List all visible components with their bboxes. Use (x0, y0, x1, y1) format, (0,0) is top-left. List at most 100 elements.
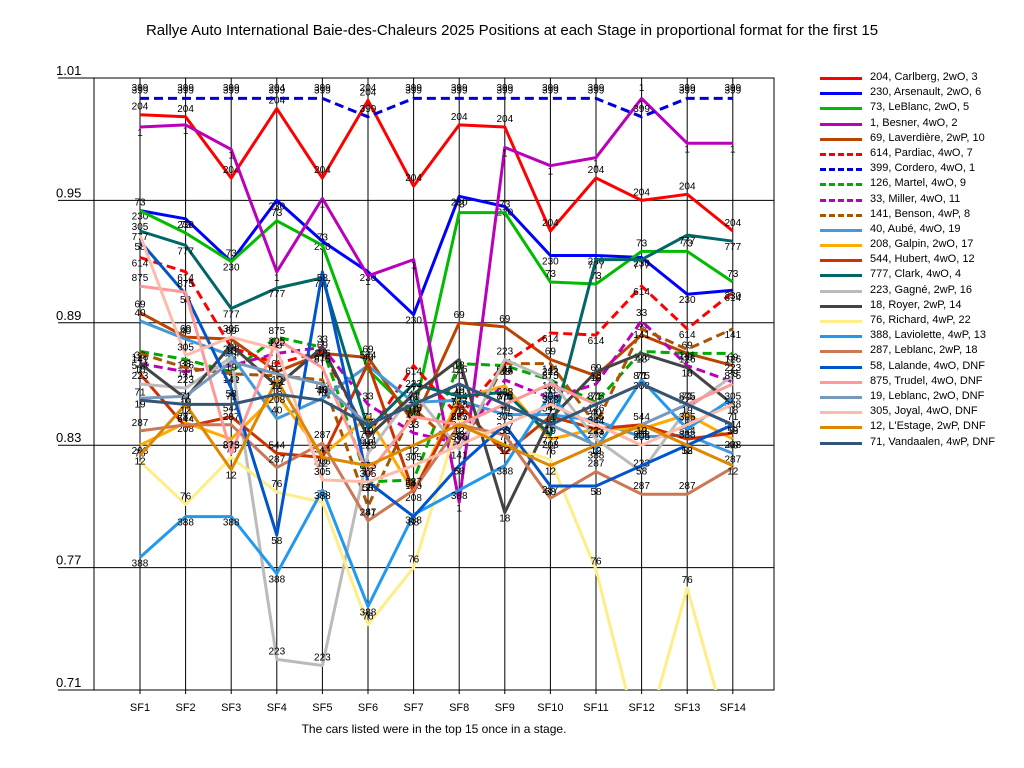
legend-swatch (820, 183, 862, 187)
point-label: 58 (180, 295, 192, 306)
point-label: 614 (360, 436, 377, 447)
series-line-18 (139, 343, 734, 514)
point-label: 40 (590, 408, 602, 419)
point-label: 223 (405, 379, 422, 390)
point-label: 58 (134, 242, 146, 253)
legend-label: 204, Carlberg, 2wO, 3 (870, 71, 978, 83)
point-label: 76 (590, 557, 602, 568)
top-position-label: 399 (542, 83, 559, 94)
legend-item: 777, Clark, 4wO, 4 (820, 267, 1020, 282)
point-label: 76 (362, 612, 374, 623)
series-line-305 (138, 234, 734, 484)
legend-swatch (820, 259, 862, 263)
point-label: 204 (177, 104, 194, 115)
point-label: 223 (496, 347, 513, 358)
legend-label: 19, Leblanc, 2wO, DNF (870, 389, 985, 402)
point-label: 71 (362, 412, 374, 423)
point-label: 544 (588, 416, 605, 427)
legend-label: 223, Gagné, 2wP, 16 (870, 283, 972, 296)
point-label: 287 (542, 485, 559, 496)
point-label: 204 (542, 218, 559, 229)
point-label: 73 (636, 238, 648, 249)
point-label: 71 (682, 391, 694, 402)
point-label: 19 (317, 385, 329, 396)
point-label: 230 (405, 316, 422, 327)
legend-swatch (820, 380, 862, 384)
point-label: 388 (268, 575, 285, 586)
series-58: 58 58 58 58 58 58 58 58 58 58 58 58 58 58 (134, 240, 739, 547)
point-label: 204 (314, 165, 331, 176)
point-label: 777 (633, 261, 650, 272)
point-label: 399 (405, 85, 422, 96)
legend-label: 208, Galpin, 2wO, 17 (870, 238, 974, 251)
legend-label: 875, Trudel, 4wO, DNF (870, 374, 983, 387)
y-tick-label: 0.71 (56, 675, 81, 690)
point-label: 73 (590, 271, 602, 282)
point-label: 73 (454, 200, 466, 211)
point-label: 399 (177, 85, 194, 96)
point-label: 19 (226, 363, 238, 374)
point-label: 141 (633, 330, 650, 341)
point-label: 305 (451, 432, 468, 443)
x-tick-label: SF12 (628, 702, 654, 714)
point-label: 12 (271, 381, 283, 392)
point-label: 305 (724, 391, 741, 402)
legend-swatch (820, 304, 862, 308)
point-label: 12 (454, 426, 466, 437)
point-label: 58 (727, 426, 739, 437)
point-label: 71 (317, 387, 329, 398)
legend-item: 399, Cordero, 4wO, 1 (820, 161, 1020, 176)
point-label: 18 (682, 369, 694, 380)
point-label: 223 (223, 344, 240, 355)
point-label: 12 (408, 446, 420, 457)
point-label: 33 (317, 334, 329, 345)
point-label: 1 (320, 199, 326, 210)
point-label: 73 (226, 249, 238, 260)
point-label: 208 (177, 424, 194, 435)
top-position-label: 399 (132, 83, 149, 94)
point-label: 223 (314, 653, 331, 664)
point-label: 58 (408, 518, 420, 529)
point-label: 208 (405, 493, 422, 504)
point-label: 69 (682, 340, 694, 351)
point-label: 40 (226, 342, 238, 353)
legend-label: 12, L'Estage, 2wP, DNF (870, 420, 986, 433)
point-label: 223 (132, 371, 149, 382)
point-label: 223 (679, 395, 696, 406)
point-label: 40 (317, 385, 329, 396)
point-label: 1 (548, 167, 554, 178)
point-label: 388 (679, 430, 696, 441)
point-label: 875 (405, 404, 422, 415)
point-label: 40 (134, 308, 146, 319)
point-label: 875 (451, 412, 468, 423)
point-label: 19 (180, 397, 192, 408)
point-label: 71 (454, 371, 466, 382)
legend-label: 230, Arsenault, 2wO, 6 (870, 86, 982, 99)
point-label: 76 (180, 491, 192, 502)
point-label: 875 (496, 391, 513, 402)
point-label: 12 (226, 471, 238, 482)
point-label: 126 (542, 381, 559, 392)
legend-swatch (820, 289, 862, 293)
legend-swatch (820, 77, 862, 80)
legend-swatch (820, 274, 862, 278)
legend-item: 305, Joyal, 4wO, DNF (820, 404, 1020, 419)
point-label: 614 (223, 348, 240, 359)
point-label: 19 (682, 405, 694, 416)
point-label: 614 (177, 273, 194, 284)
legend-swatch (820, 152, 862, 156)
x-tick-label: SF9 (495, 702, 515, 714)
point-label: 388 (405, 516, 422, 527)
point-label: 204 (588, 165, 605, 176)
point-label: 287 (177, 412, 194, 423)
point-label: 126 (177, 361, 194, 372)
point-label: 614 (588, 336, 605, 347)
point-label: 1 (274, 273, 280, 284)
point-label: 305 (223, 324, 240, 335)
legend-item: 76, Richard, 4wP, 22 (820, 313, 1020, 328)
point-label: 73 (545, 269, 557, 280)
point-label: 33 (682, 353, 694, 364)
point-label: 71 (134, 387, 146, 398)
point-label: 40 (271, 406, 283, 417)
point-label: 126 (132, 352, 149, 363)
